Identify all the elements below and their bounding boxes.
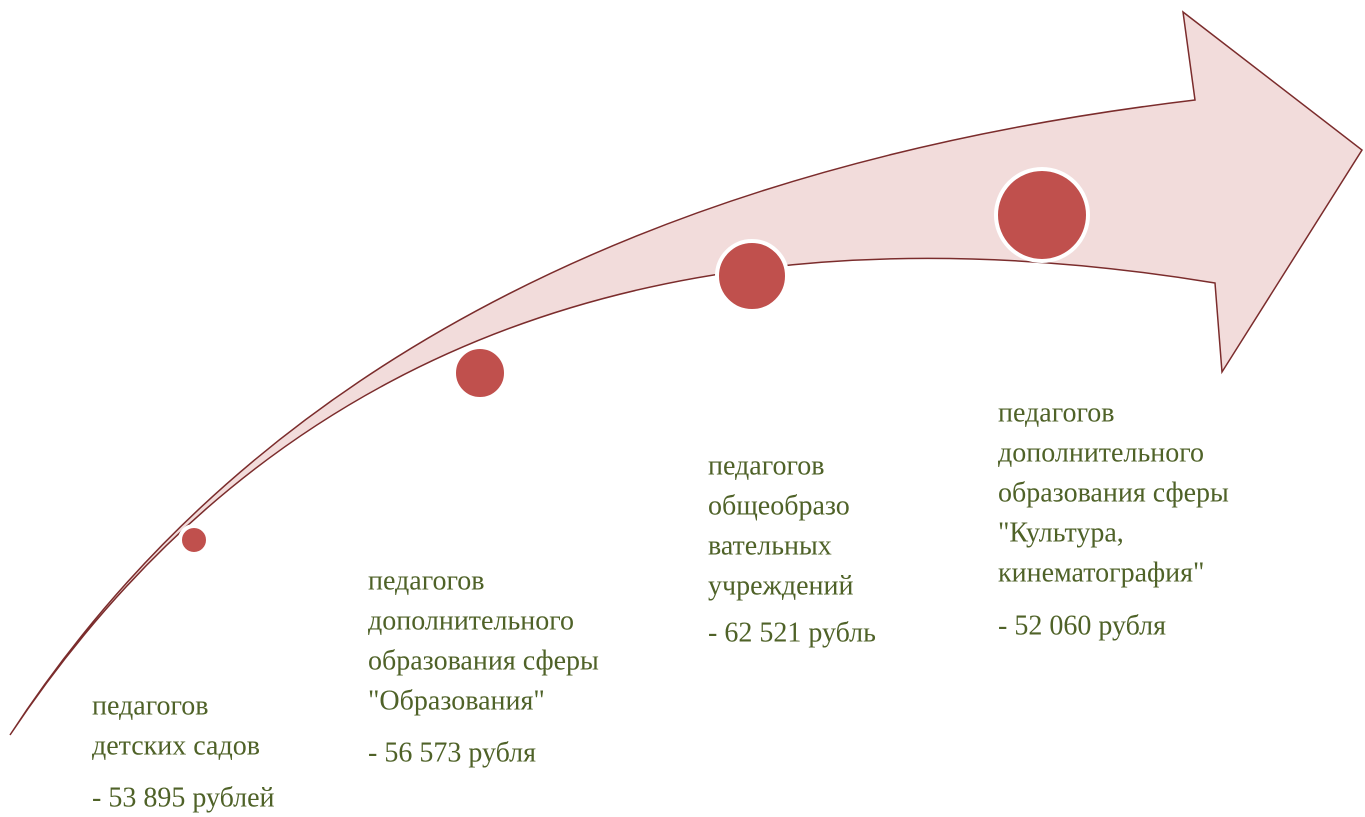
milestone-dot [715,239,789,313]
item-value: - 56 573 рубля [368,737,536,768]
item-value: - 53 895 рублей [92,782,275,813]
item-value: - 52 060 рубля [998,610,1166,641]
item-label: образования сферы [998,477,1229,508]
item-label: вательных [708,530,832,561]
item-label: "Образования" [368,685,545,716]
item-label: общеобразо [708,490,850,521]
milestone-dot [452,345,508,401]
milestone-dot [994,167,1090,263]
milestone-dot [178,524,210,556]
item-label: педагогов [368,565,485,596]
item-label: педагогов [708,450,825,481]
item-label: педагогов [92,690,209,721]
item-label: "Культура, [998,517,1124,548]
item-label: образования сферы [368,645,599,676]
item-label: кинематография" [998,557,1204,588]
item-label: дополнительного [998,437,1204,468]
item-label: дополнительного [368,605,574,636]
item-label: педагогов [998,397,1115,428]
item-label: детских садов [92,730,260,761]
item-label: учреждений [708,570,853,601]
item-value: - 62 521 рубль [708,617,876,648]
